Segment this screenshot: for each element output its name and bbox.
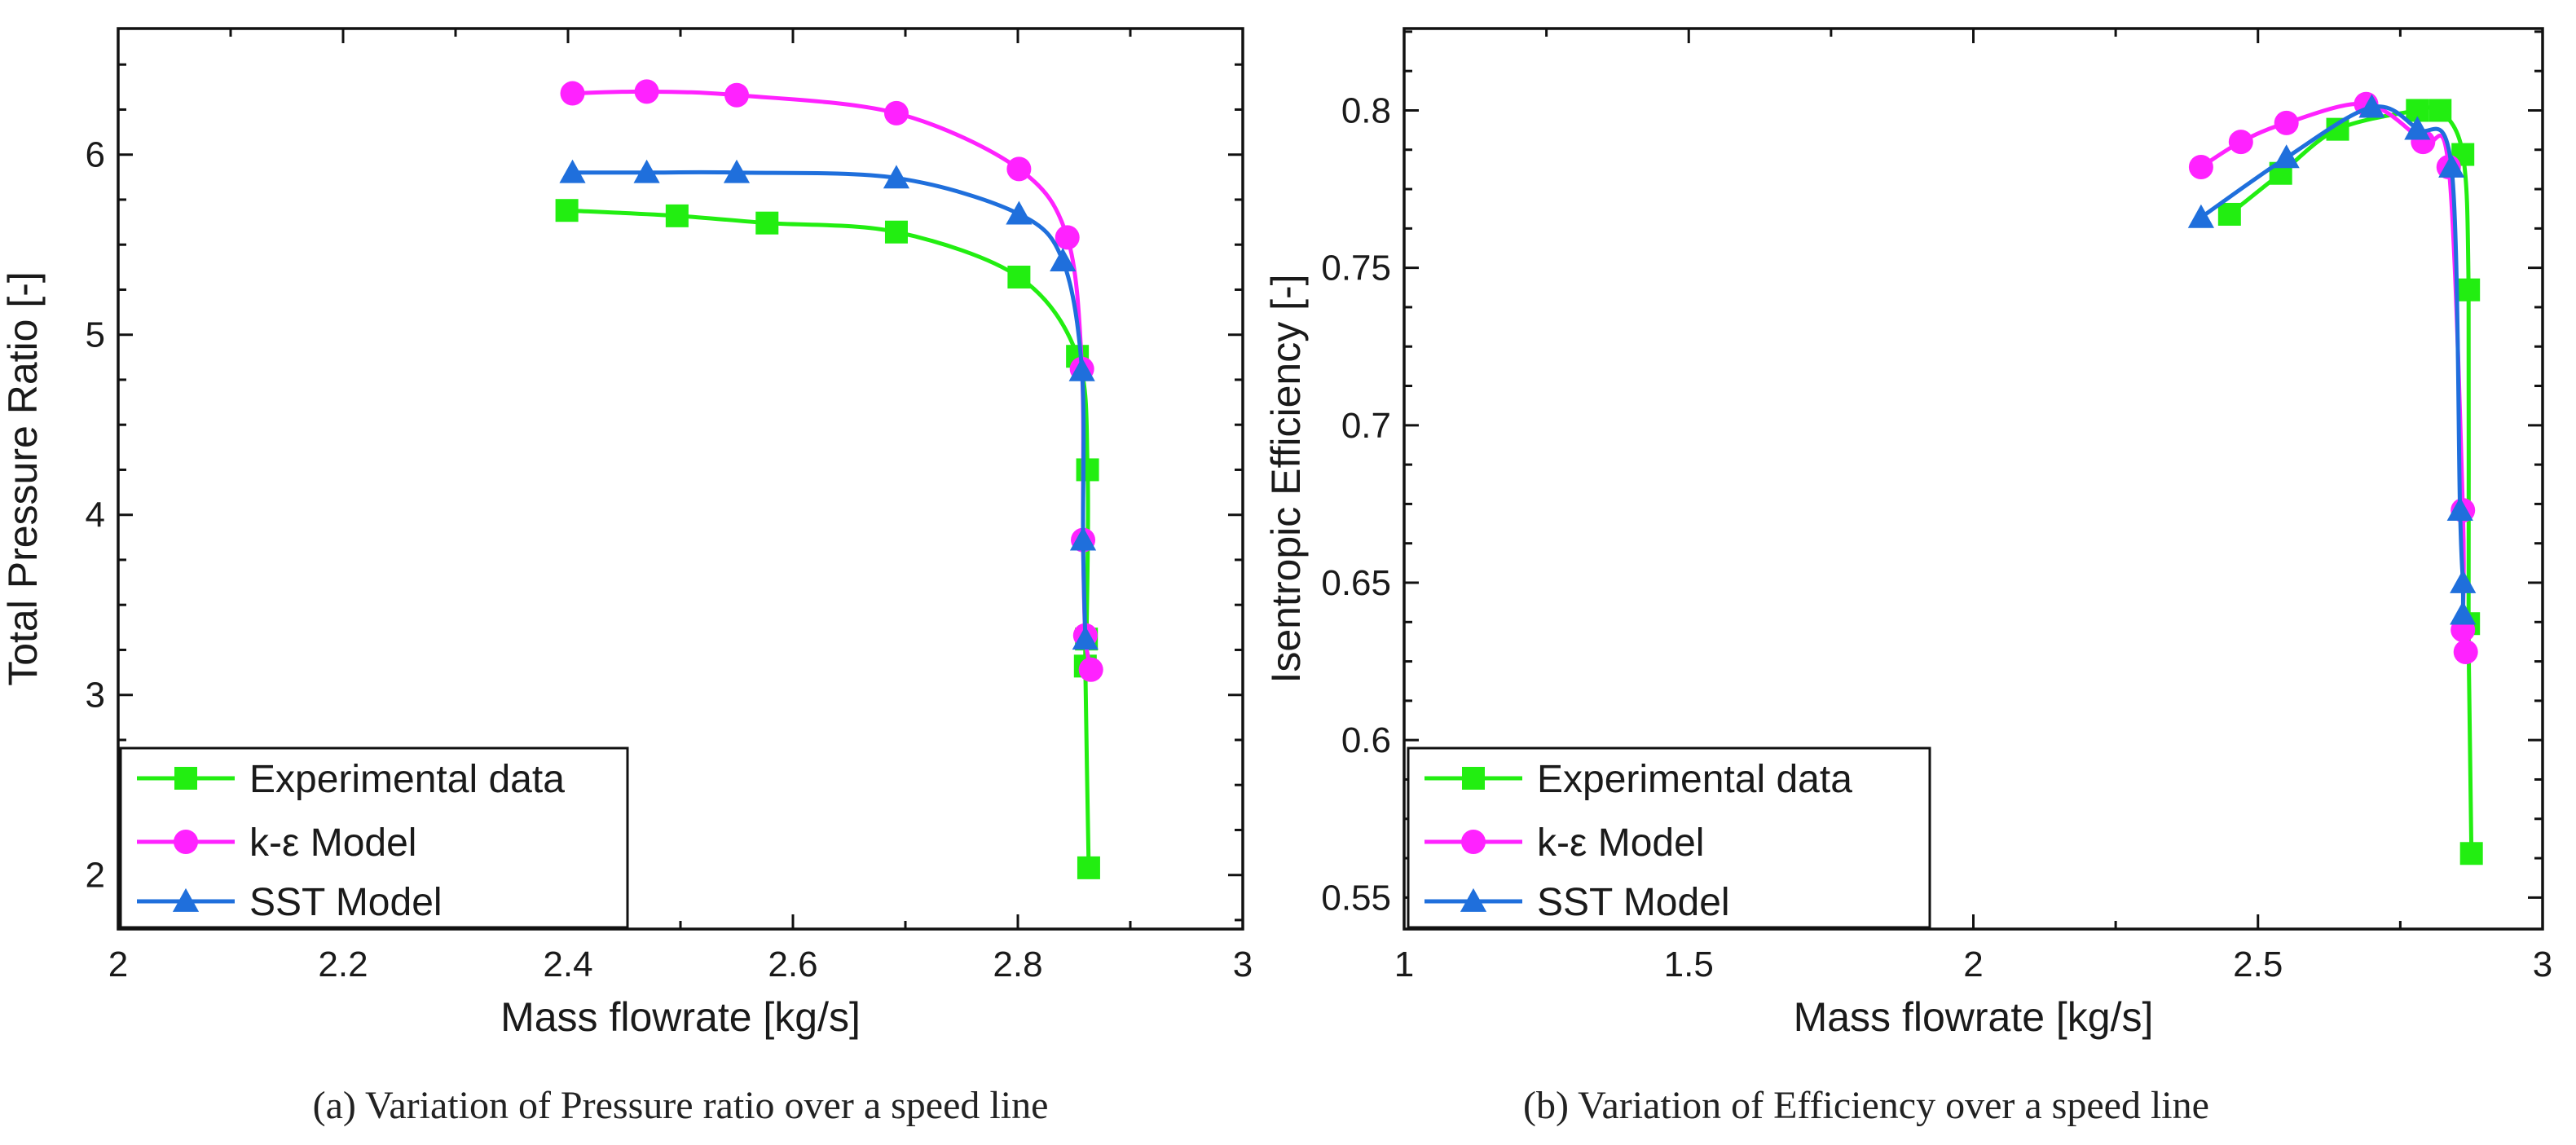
pressure-ratio-point-experimental [1076, 458, 1099, 482]
efficiency-x-axis-label: Mass flowrate [kg/s] [1794, 994, 2154, 1040]
efficiency-y-tick-label: 0.8 [1341, 90, 1391, 130]
efficiency-point-sst [2358, 94, 2385, 118]
pressure-ratio-point-experimental [755, 211, 779, 235]
pressure-ratio-y-tick-label: 5 [86, 315, 105, 355]
pressure-ratio-point-sst [559, 159, 586, 183]
pressure-ratio-point-experimental [884, 220, 908, 244]
efficiency-y-tick-label: 0.65 [1321, 563, 1391, 603]
pressure-ratio-point-k-epsilon [1006, 156, 1032, 182]
efficiency-point-sst [2187, 204, 2214, 228]
efficiency-series-sst [2187, 94, 2477, 625]
legend-marker-sst [172, 887, 200, 912]
pressure-ratio-legend: Experimental data k-ε Model SST Model [119, 746, 629, 929]
pressure-ratio-point-sst [1006, 200, 1033, 225]
pressure-ratio-y-axis-label: Total Pressure Ratio [-] [0, 271, 46, 686]
pressure-ratio-point-k-epsilon [1055, 225, 1080, 250]
efficiency-plot-area: 1 1.5 2 2.5 3 0.55 0.6 0.65 0.7 0.75 0.8 [1321, 27, 2552, 984]
efficiency-point-experimental [2217, 202, 2241, 226]
pressure-ratio-point-experimental [665, 204, 689, 227]
efficiency-point-k-epsilon [2453, 640, 2478, 664]
pressure-ratio-point-sst [1069, 526, 1097, 551]
efficiency-y-tick-label: 0.55 [1321, 878, 1391, 918]
pressure-ratio-point-sst [1050, 247, 1077, 271]
pressure-ratio-x-tick-label: 2.2 [318, 945, 368, 984]
pressure-ratio-point-sst [883, 165, 910, 189]
legend-label-sst: SST Model [249, 881, 443, 924]
efficiency-point-experimental [2459, 842, 2483, 865]
pressure-ratio-x-tick-label: 2 [108, 945, 128, 984]
efficiency-point-sst [2273, 144, 2300, 169]
efficiency-chart: 1 1.5 2 2.5 3 0.55 0.6 0.65 0.7 0.75 0.8 Mass flow… [1263, 27, 2552, 1127]
pressure-ratio-point-sst [723, 159, 751, 183]
legend-label-sst: SST Model [1537, 881, 1730, 924]
pressure-ratio-point-k-epsilon [1078, 657, 1103, 682]
pressure-ratio-point-experimental [1077, 856, 1100, 879]
efficiency-y-tick-label: 0.6 [1341, 720, 1391, 760]
legend-marker-experimental [1462, 767, 1485, 790]
legend-marker-experimental [174, 767, 197, 790]
pressure-ratio-point-experimental [555, 199, 579, 222]
legend-label-k-epsilon: k-ε Model [1537, 821, 1704, 865]
legend-label-experimental: Experimental data [249, 758, 565, 801]
pressure-ratio-plot-area: 2 2.2 2.4 2.6 2.8 3 2 3 4 5 6 [86, 27, 1253, 984]
pressure-ratio-point-sst [633, 159, 660, 183]
legend-label-experimental: Experimental data [1537, 758, 1852, 801]
efficiency-x-tick-label: 1 [1394, 945, 1414, 984]
pressure-ratio-series-sst [559, 159, 1099, 650]
pressure-ratio-point-sst [1072, 626, 1099, 650]
efficiency-point-sst [2450, 601, 2477, 625]
efficiency-point-sst [2438, 153, 2465, 178]
efficiency-point-experimental [2457, 278, 2481, 302]
pressure-ratio-x-tick-label: 2.8 [993, 945, 1042, 984]
pressure-ratio-point-experimental [1007, 265, 1031, 288]
pressure-ratio-point-k-epsilon [560, 81, 585, 106]
efficiency-point-sst [2404, 116, 2431, 140]
efficiency-point-k-epsilon [2188, 155, 2213, 179]
efficiency-x-tick-label: 1.5 [1664, 945, 1714, 984]
legend-marker-sst [1460, 887, 1487, 912]
pressure-ratio-x-tick-label: 3 [1233, 945, 1253, 984]
pressure-ratio-y-tick-label: 6 [86, 135, 105, 175]
pressure-ratio-point-k-epsilon [883, 100, 909, 126]
efficiency-line-sst [2200, 104, 2465, 614]
efficiency-x-tick-label: 3 [2533, 945, 2552, 984]
legend-marker-k-epsilon [174, 830, 198, 854]
efficiency-point-sst [2446, 497, 2473, 522]
pressure-ratio-x-axis-label: Mass flowrate [kg/s] [500, 994, 861, 1040]
efficiency-point-experimental [2428, 99, 2452, 122]
efficiency-point-k-epsilon [2228, 130, 2253, 155]
efficiency-point-sst [2450, 569, 2477, 593]
pressure-ratio-point-k-epsilon [634, 79, 659, 104]
pressure-ratio-y-tick-label: 4 [86, 495, 105, 535]
efficiency-y-axis-label: Isentropic Efficiency [-] [1263, 274, 1309, 683]
pressure-ratio-point-sst [1068, 357, 1095, 381]
legend-label-k-epsilon: k-ε Model [249, 821, 416, 865]
caption-b: (b) Variation of Efficiency over a speed… [1523, 1084, 2209, 1127]
efficiency-y-tick-label: 0.7 [1341, 406, 1391, 446]
pressure-ratio-x-tick-label: 2.6 [768, 945, 817, 984]
efficiency-point-k-epsilon [2274, 110, 2299, 135]
efficiency-y-tick-label: 0.75 [1321, 249, 1391, 288]
efficiency-x-tick-label: 2 [1963, 945, 1983, 984]
legend-marker-k-epsilon [1461, 830, 1486, 854]
pressure-ratio-series-k-epsilon [560, 79, 1103, 682]
efficiency-x-tick-label: 2.5 [2233, 945, 2283, 984]
pressure-ratio-chart: 2 2.2 2.4 2.6 2.8 3 2 3 4 5 6 Mass flowrate [kg/s]… [0, 27, 1253, 1127]
caption-a: (a) Variation of Pressure ratio over a s… [313, 1084, 1049, 1127]
efficiency-legend: Experimental data k-ε Model SST Model [1407, 746, 1931, 929]
pressure-ratio-point-k-epsilon [724, 82, 749, 108]
pressure-ratio-y-tick-label: 2 [86, 856, 105, 896]
pressure-ratio-y-tick-label: 3 [86, 676, 105, 716]
pressure-ratio-x-tick-label: 2.4 [543, 945, 592, 984]
